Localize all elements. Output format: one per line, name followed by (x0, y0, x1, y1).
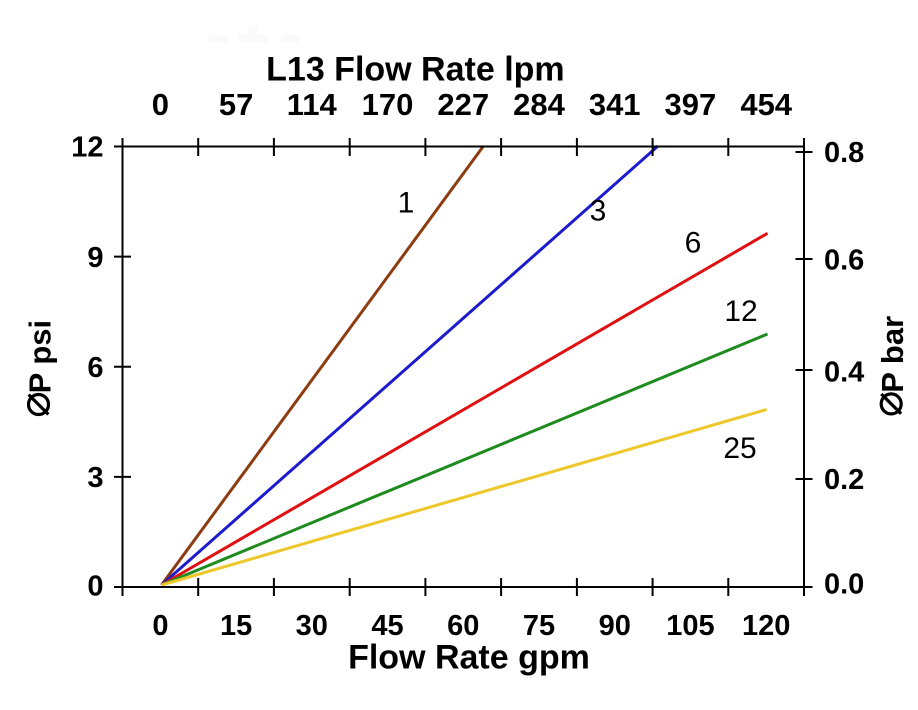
svg-text:45: 45 (371, 610, 403, 642)
svg-text:0.2: 0.2 (824, 464, 864, 496)
svg-text:75: 75 (523, 610, 555, 642)
svg-text:30: 30 (296, 610, 328, 642)
svg-text:454: 454 (740, 87, 792, 122)
svg-text:P bar: P bar (875, 316, 910, 393)
svg-text:3: 3 (87, 462, 103, 494)
svg-text:120: 120 (742, 610, 790, 642)
svg-text:0.6: 0.6 (824, 245, 864, 277)
svg-text:105: 105 (666, 610, 714, 642)
svg-text:397: 397 (665, 87, 717, 122)
svg-text:12: 12 (71, 132, 103, 164)
svg-text:227: 227 (437, 87, 489, 122)
svg-text:0: 0 (152, 87, 169, 122)
svg-text:0: 0 (87, 571, 103, 603)
svg-text:Flow Rate gpm: Flow Rate gpm (348, 639, 590, 677)
svg-text:284: 284 (513, 87, 565, 122)
svg-text:6: 6 (685, 226, 702, 259)
svg-text:0.4: 0.4 (824, 357, 864, 389)
svg-text:1: 1 (398, 186, 415, 219)
svg-text:25: 25 (723, 432, 756, 465)
svg-text:9: 9 (87, 242, 103, 274)
svg-text:60: 60 (447, 610, 479, 642)
svg-text:57: 57 (219, 87, 253, 122)
svg-text:6: 6 (87, 352, 103, 384)
svg-text:12: 12 (724, 295, 757, 328)
svg-text:114: 114 (287, 87, 338, 122)
svg-text:L13 Flow Rate lpm: L13 Flow Rate lpm (266, 51, 565, 89)
svg-text:0.8: 0.8 (824, 137, 864, 169)
svg-text:15: 15 (220, 610, 252, 642)
svg-text:341: 341 (589, 87, 641, 122)
svg-text:P psi: P psi (22, 320, 57, 394)
svg-text:90: 90 (599, 610, 631, 642)
svg-text:3: 3 (590, 194, 607, 227)
svg-text:170: 170 (362, 87, 414, 122)
svg-text:0: 0 (152, 610, 168, 642)
svg-text:0.0: 0.0 (824, 569, 864, 601)
